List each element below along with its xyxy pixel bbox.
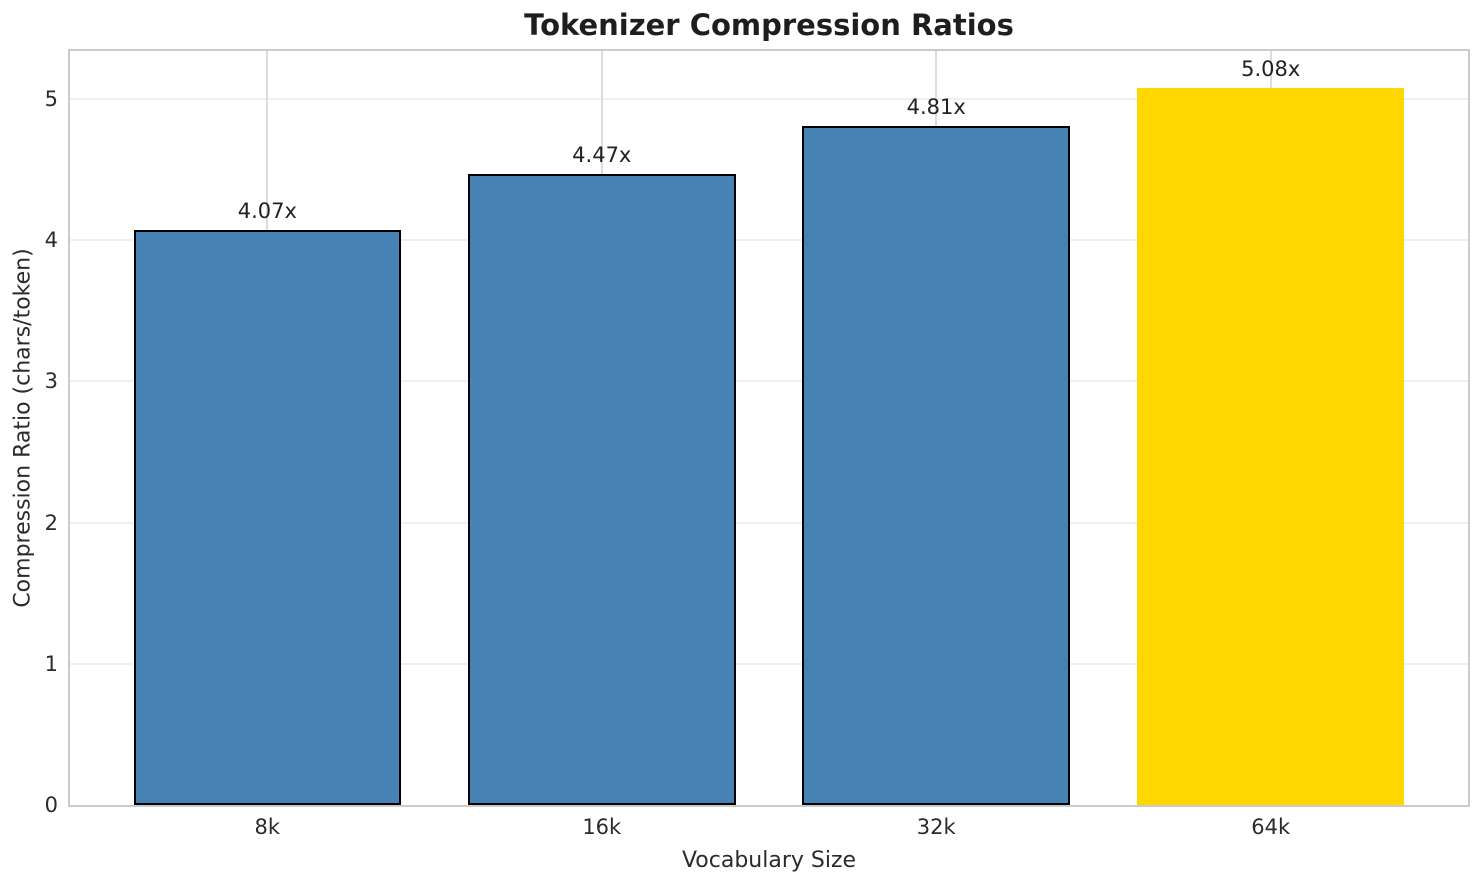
gridline-y-5 <box>70 98 1468 100</box>
bar-32k <box>802 125 1070 805</box>
bar-8k <box>133 230 402 805</box>
x-axis-label: Vocabulary Size <box>681 848 857 873</box>
gridline-y-2 <box>70 521 1468 524</box>
y-tick-2: 2 <box>44 510 58 535</box>
x-tick-64k: 64k <box>1251 815 1291 839</box>
bar-value-label-32k: 4.81x <box>906 94 966 119</box>
x-tick-32k: 32k <box>916 815 956 839</box>
bar-16k <box>467 173 736 805</box>
y-axis-label: Compression Ratio (chars/token) <box>10 248 36 608</box>
gridline-y-3 <box>70 380 1468 383</box>
x-tick-8k: 8k <box>254 815 281 839</box>
y-tick-0: 0 <box>44 793 58 817</box>
plot-area <box>68 49 1470 807</box>
y-tick-3: 3 <box>44 369 58 394</box>
chart-title: Tokenizer Compression Ratios <box>524 8 1014 42</box>
gridline-y-1 <box>70 662 1468 665</box>
y-tick-5: 5 <box>44 87 58 111</box>
gridline-y-4 <box>70 239 1468 242</box>
bar-64k <box>1136 87 1405 805</box>
y-tick-4: 4 <box>44 228 58 253</box>
bar-value-label-64k: 5.08x <box>1241 56 1301 81</box>
x-tick-16k: 16k <box>582 815 622 839</box>
bar-value-label-16k: 4.47x <box>572 142 632 167</box>
bar-value-label-8k: 4.07x <box>237 199 297 224</box>
y-tick-1: 1 <box>44 651 58 676</box>
